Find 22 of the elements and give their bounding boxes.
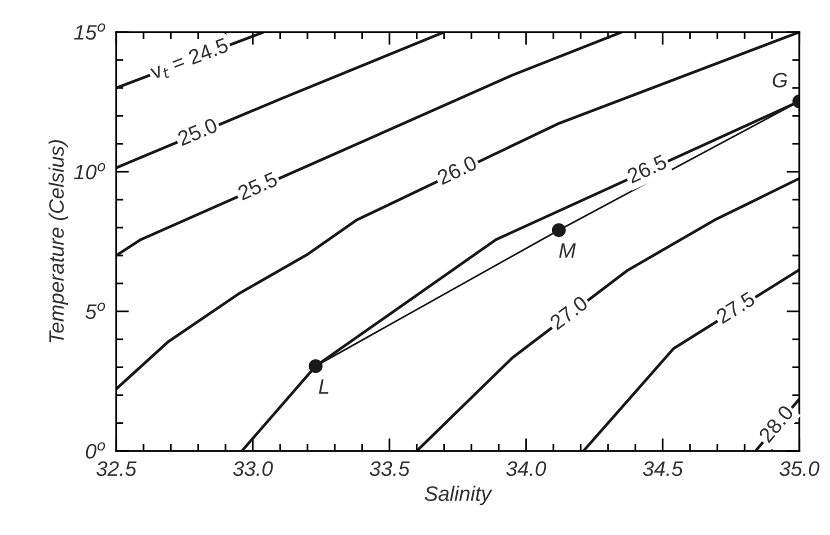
text: 27.0 [548, 295, 589, 330]
y-tick-label: 0$^{o}$ [86, 442, 106, 459]
x-tick-label: 33.0 [233, 461, 273, 476]
annotation: G [772, 72, 788, 88]
x-tick-label: 32.5 [96, 461, 137, 476]
text: 25.0 [176, 118, 218, 146]
x-tick-label: 34.0 [506, 461, 546, 476]
x-tick-label: 33.5 [370, 461, 410, 476]
x-tick-label: 34.5 [642, 461, 683, 476]
text: 26.5 [626, 154, 668, 184]
annotation: M [559, 243, 576, 258]
annotation: L [318, 379, 328, 394]
x-tick-label: 35.0 [780, 461, 820, 476]
y-tick-label: 5$^{o}$ [85, 302, 106, 320]
text: 25.5 [236, 171, 278, 201]
y-tick-label: 10$^{o}$ [74, 163, 106, 180]
text: v$_{t}$ = 24.5 [148, 37, 230, 83]
text: 27.5 [715, 291, 756, 324]
y-tick-label: 15$^{o}$ [74, 23, 106, 40]
x-axis-title: Salinity [424, 486, 492, 506]
text: 26.0 [436, 155, 478, 186]
y-axis-title: Temperature (Celsius) [48, 140, 68, 342]
